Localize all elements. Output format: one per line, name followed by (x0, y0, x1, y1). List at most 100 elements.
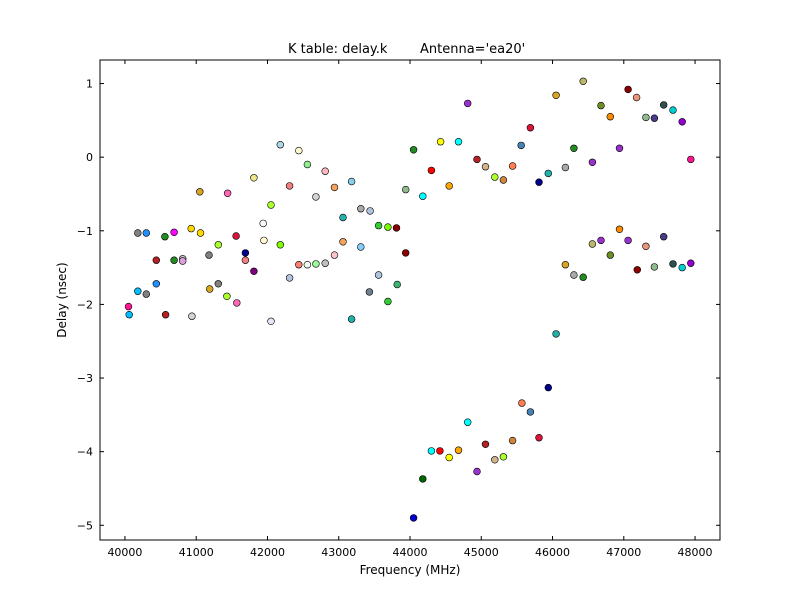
x-tick-label: 46000 (535, 546, 570, 559)
data-point (561, 261, 570, 269)
data-point (436, 447, 444, 455)
data-point (392, 224, 401, 232)
data-point (267, 317, 275, 325)
data-point (526, 408, 535, 416)
data-point (508, 436, 517, 445)
data-point (205, 251, 213, 259)
data-point (312, 193, 320, 201)
data-point (259, 219, 267, 228)
x-tick-label: 40000 (107, 546, 142, 559)
data-point (134, 287, 142, 295)
data-point (374, 221, 383, 230)
data-point (347, 177, 356, 186)
points-layer (124, 77, 695, 522)
data-point (552, 91, 560, 100)
data-point (152, 280, 161, 288)
data-point (419, 475, 427, 483)
data-point (170, 228, 178, 237)
data-point (499, 176, 508, 184)
data-point (366, 207, 374, 215)
data-point (535, 434, 543, 442)
data-point (642, 113, 650, 122)
data-point (481, 163, 490, 171)
data-point (223, 189, 232, 198)
y-tick-label: −4 (77, 446, 93, 459)
data-point (678, 263, 686, 272)
data-point (535, 178, 543, 186)
data-point (427, 166, 436, 175)
y-tick-label: 1 (86, 78, 93, 91)
plot-area (100, 60, 720, 540)
data-point (473, 467, 481, 476)
data-point (295, 146, 303, 155)
data-point (276, 241, 284, 249)
data-point (384, 297, 392, 306)
data-point (241, 249, 250, 257)
data-point (321, 167, 329, 175)
data-point (419, 192, 427, 200)
data-point (357, 205, 365, 213)
data-point (588, 158, 597, 167)
data-point (659, 233, 668, 241)
data-point (606, 251, 614, 259)
data-point (508, 162, 517, 170)
data-point (233, 299, 241, 307)
y-tick-label: −1 (77, 225, 93, 238)
data-point (267, 201, 275, 209)
x-tick-label: 47000 (606, 546, 641, 559)
data-point (481, 440, 490, 448)
data-point (285, 274, 294, 282)
data-point (402, 249, 410, 257)
data-point (285, 182, 294, 190)
data-point (597, 236, 605, 245)
data-point (650, 114, 659, 122)
data-point (214, 280, 223, 288)
data-point (624, 236, 632, 245)
data-point (347, 315, 356, 323)
data-point (669, 106, 677, 114)
data-point (561, 163, 570, 172)
data-point (588, 240, 597, 248)
x-tick-label: 44000 (393, 546, 428, 559)
y-tick-label: −2 (77, 298, 93, 311)
data-point (473, 155, 481, 164)
data-point (491, 456, 499, 464)
data-point (365, 288, 374, 296)
data-point (491, 173, 499, 181)
data-point (125, 311, 133, 319)
data-point (303, 160, 312, 169)
data-point (552, 330, 560, 338)
data-point (615, 225, 624, 234)
data-point (124, 302, 133, 311)
data-point (330, 251, 339, 259)
data-point (544, 383, 552, 392)
data-point (454, 446, 463, 454)
data-point (170, 256, 178, 264)
x-tick-label: 45000 (464, 546, 499, 559)
data-point (606, 112, 614, 121)
data-point (330, 183, 339, 192)
data-point (445, 182, 453, 190)
data-point (678, 118, 686, 126)
data-point (570, 144, 578, 153)
chart-title-right: Antenna='ea20' (420, 42, 525, 57)
data-point (339, 238, 347, 246)
data-point (669, 260, 677, 268)
data-point (597, 101, 605, 110)
data-point (393, 280, 401, 289)
data-point (526, 123, 535, 132)
y-axis-label: Delay (nsec) (55, 262, 69, 337)
chart-title: K table: delay.k Antenna='ea20' (288, 42, 525, 57)
y-tick-label: −5 (77, 519, 93, 532)
data-point (409, 514, 418, 522)
data-point (250, 267, 258, 275)
data-point (499, 453, 508, 461)
y-tick-label: 0 (86, 151, 93, 164)
data-point (517, 141, 525, 150)
data-point (303, 261, 312, 269)
data-point (223, 292, 231, 300)
data-point (436, 138, 445, 146)
data-point (206, 285, 214, 293)
data-point (142, 290, 151, 298)
x-tick-label: 42000 (250, 546, 285, 559)
